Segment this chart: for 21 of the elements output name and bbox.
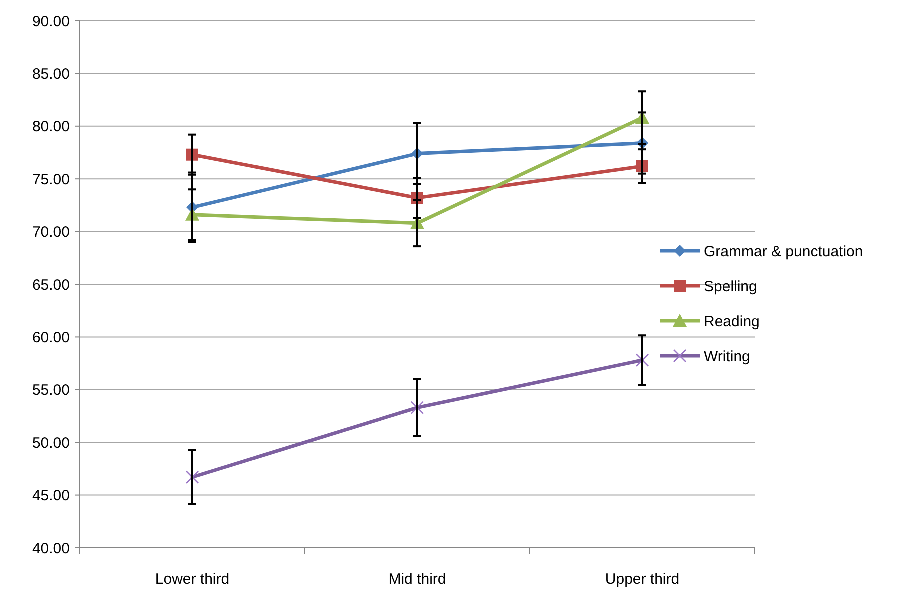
point [410,401,424,414]
legend-label: Grammar & punctuation [704,243,864,260]
point [186,470,200,484]
legend-label: Reading [704,313,760,330]
y-tick-label: 40.00 [32,540,70,558]
y-tick-label: 45.00 [32,488,70,505]
point [636,354,650,368]
legend-label: Writing [704,348,750,366]
x-tick-label: Mid third [388,571,446,588]
y-tick-label: 50.00 [32,434,70,452]
y-tick-label: 85.00 [32,66,70,83]
x-tick-label: Upper third [605,571,680,588]
y-tick-label: 80.00 [32,118,70,136]
y-tick-label: 90.00 [32,13,70,30]
y-tick-label: 70.00 [32,224,70,242]
y-tick-label: 75.00 [32,171,70,188]
y-tick-label: 65.00 [32,276,70,294]
y-tick-label: 55.00 [32,382,70,400]
legend-label: Spelling [704,278,758,296]
y-tick-label: 60.00 [32,329,70,346]
x-tick-label: Lower third [155,571,230,588]
